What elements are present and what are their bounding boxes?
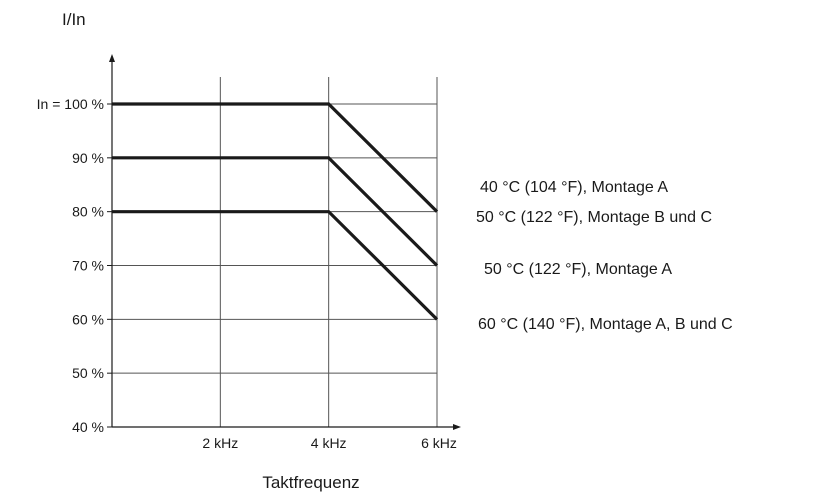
y-tick-label: 70 % (72, 258, 104, 274)
annotation-50c-montage-a: 50 °C (122 °F), Montage A (484, 261, 672, 278)
x-tick-label: 6 kHz (421, 435, 457, 451)
y-tick-label: 90 % (72, 150, 104, 166)
y-tick-label: In = 100 % (37, 96, 104, 112)
grid (112, 77, 438, 427)
tick-labels: In = 100 % 90 % 80 % 70 % 60 % 50 % 40 % 2 kHz 4… (37, 96, 457, 451)
annotation-60c-montage-a-b-c: 60 °C (140 °F), Montage A, B und C (478, 316, 733, 333)
y-axis-title: I/In (62, 10, 86, 29)
x-axis-arrow (453, 424, 461, 430)
x-tick-label: 4 kHz (311, 435, 347, 451)
annotation-50c-montage-b-c: 50 °C (122 °F), Montage B und C (476, 209, 712, 226)
y-tick-label: 80 % (72, 204, 104, 220)
y-tick-label: 40 % (72, 419, 104, 435)
axes (107, 54, 461, 430)
annotation-40c-montage-a: 40 °C (104 °F), Montage A (480, 179, 668, 196)
y-tick-label: 60 % (72, 311, 104, 327)
y-tick-label: 50 % (72, 365, 104, 381)
y-axis-arrow (109, 54, 115, 62)
series-lines (112, 102, 439, 321)
x-tick-label: 2 kHz (202, 435, 238, 451)
series-line (112, 156, 439, 267)
series-line (112, 102, 439, 213)
x-axis-title: Taktfrequenz (262, 473, 359, 492)
series-line (112, 210, 439, 321)
